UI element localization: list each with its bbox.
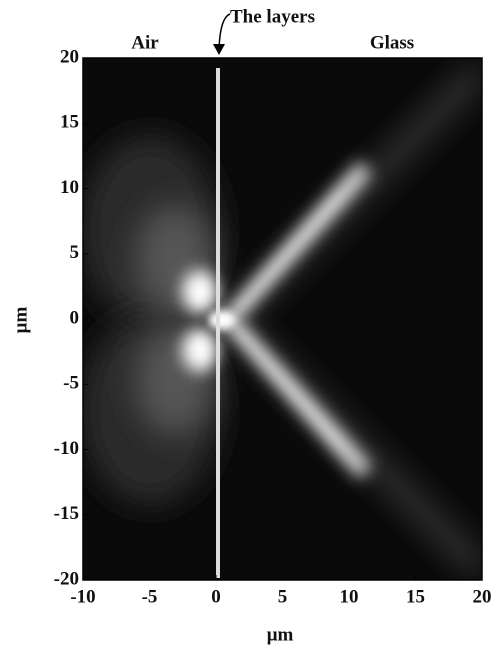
field-image xyxy=(80,58,482,580)
x-tick-label: 5 xyxy=(278,586,288,607)
x-tick-label: -5 xyxy=(142,586,158,607)
annotation: Glass xyxy=(370,32,414,53)
y-tick-label: -5 xyxy=(63,373,79,394)
y-tick-label: 5 xyxy=(70,242,80,263)
x-axis-label: μm xyxy=(267,624,294,645)
chart: Air Glass The layers μm μm -10 -5 0 5 10 15 20… xyxy=(0,0,496,650)
y-tick-label: 0 xyxy=(70,307,80,328)
x-tick-label: 0 xyxy=(211,586,221,607)
y-tick-label: 10 xyxy=(60,177,79,198)
annotation-arrowhead xyxy=(213,44,225,55)
y-tick-label: -10 xyxy=(54,438,79,459)
y-tick-label: 20 xyxy=(60,46,79,67)
x-tick-label: 20 xyxy=(473,586,492,607)
x-tick-label: 15 xyxy=(406,586,425,607)
annotation: Air xyxy=(131,32,159,53)
x-tick-label: 10 xyxy=(340,586,359,607)
x-tick-label: -10 xyxy=(70,586,95,607)
y-tick-label: 15 xyxy=(60,112,79,133)
y-tick-label: -15 xyxy=(54,503,79,524)
y-tick-label: -20 xyxy=(54,568,79,589)
y-axis-label: μm xyxy=(10,307,31,334)
annotation: The layers xyxy=(230,6,315,27)
